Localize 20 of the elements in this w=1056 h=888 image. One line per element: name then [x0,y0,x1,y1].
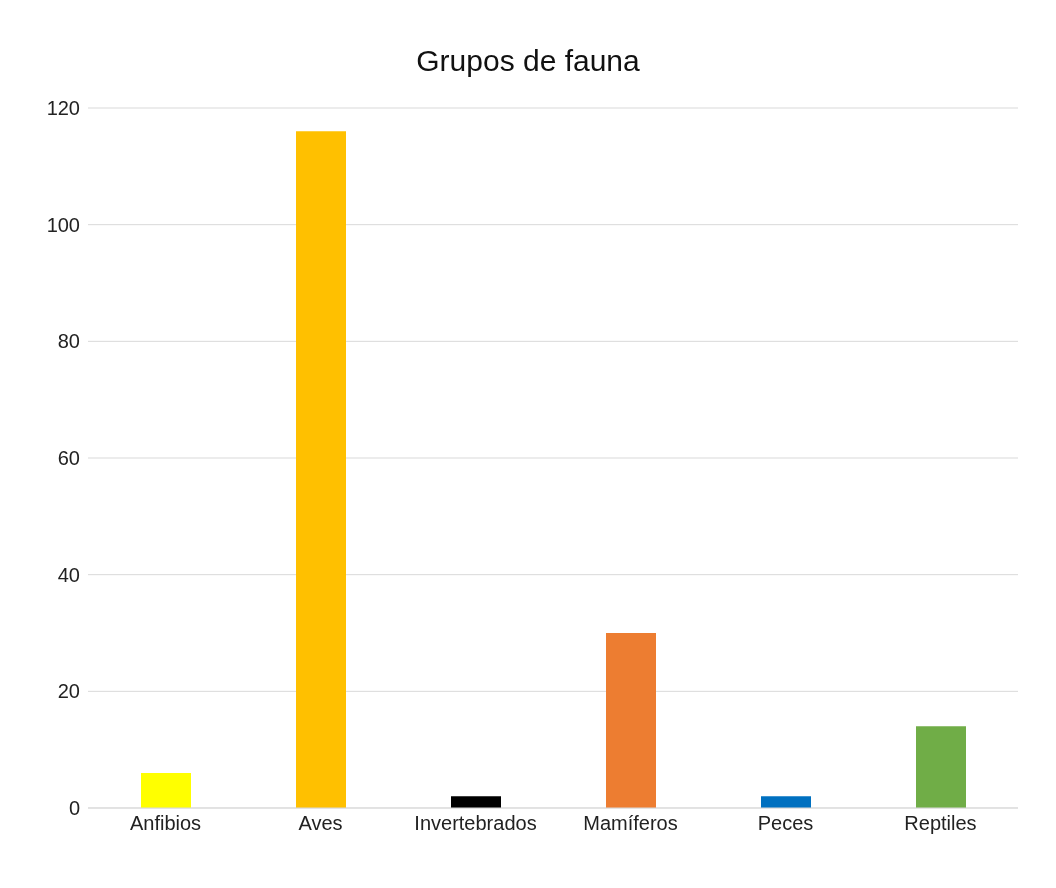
x-tick-label: Invertebrados [414,812,537,835]
bar [296,131,346,808]
x-tick-label: Aves [298,812,343,835]
y-tick-label: 120 [46,97,80,120]
x-tick-label: Anfibios [129,812,202,835]
bar [916,726,966,808]
y-tick-label: 80 [57,330,80,353]
x-tick-label: Mamíferos [583,812,678,835]
y-tick-label: 100 [46,213,80,236]
bar [606,633,656,808]
y-tick-label: 60 [57,447,80,470]
y-tick-label: 40 [57,563,80,586]
chart-title: Grupos de fauna [415,43,641,77]
x-tick-label: Peces [757,812,814,835]
bar [451,796,501,808]
bar [761,796,811,808]
x-tick-label: Reptiles [904,812,977,835]
bar [141,773,191,808]
y-tick-label: 0 [68,797,80,820]
y-tick-label: 20 [57,680,80,703]
